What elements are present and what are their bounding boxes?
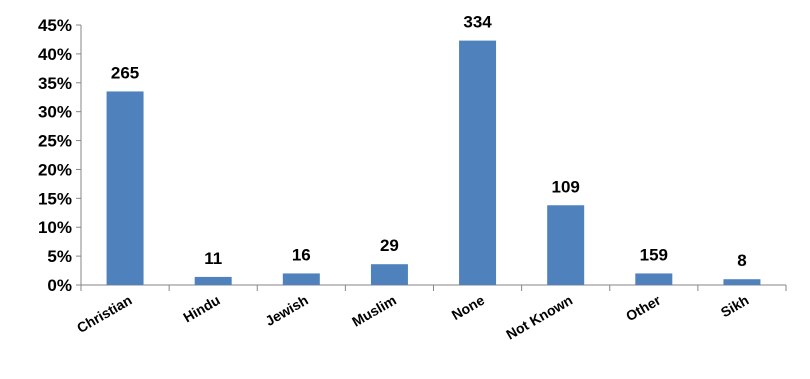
category-label: Muslim [349,292,399,330]
data-label: 29 [380,236,399,255]
category-label: Not Known [503,292,575,343]
y-axis: 0% 5% 10% 15% 20% 25% 30% 35% 40% 45% [38,16,82,295]
data-label: 109 [552,177,580,196]
bar-sikh [723,279,761,285]
data-label: 159 [640,245,668,264]
bar-muslim [370,264,408,285]
y-tick-label: 15% [38,189,72,208]
y-tick-label: 0% [47,276,72,295]
data-label: 334 [463,13,492,32]
y-tick-label: 35% [38,74,72,93]
category-label: Other [623,291,664,324]
category-label: None [449,292,487,323]
y-tick-label: 40% [38,45,72,64]
data-label: 11 [204,249,222,268]
data-labels: 265 11 16 29 334 109 159 8 [111,13,747,271]
y-tick-label: 30% [38,103,72,122]
bar-hindu [194,276,232,285]
data-label: 8 [737,251,746,270]
y-tick-label: 5% [47,247,72,266]
category-label: Sikh [718,292,752,321]
category-label: Jewish [262,292,310,329]
bar-jewish [282,273,320,285]
category-label: Hindu [180,292,222,326]
bar-christian [106,91,144,285]
category-labels: Christian Hindu Jewish Muslim None Not Known O… [74,291,751,342]
y-tick-label: 45% [38,16,72,35]
x-axis [80,284,787,291]
data-label: 16 [292,245,311,264]
bar-other [635,273,673,285]
data-label: 265 [111,63,139,82]
bar-none [459,40,497,285]
bar-not-known [547,205,585,285]
y-tick-label: 25% [38,132,72,151]
y-tick-label: 10% [38,218,72,237]
y-tick-label: 20% [38,160,72,179]
category-label: Christian [74,292,135,336]
bars [106,40,761,285]
